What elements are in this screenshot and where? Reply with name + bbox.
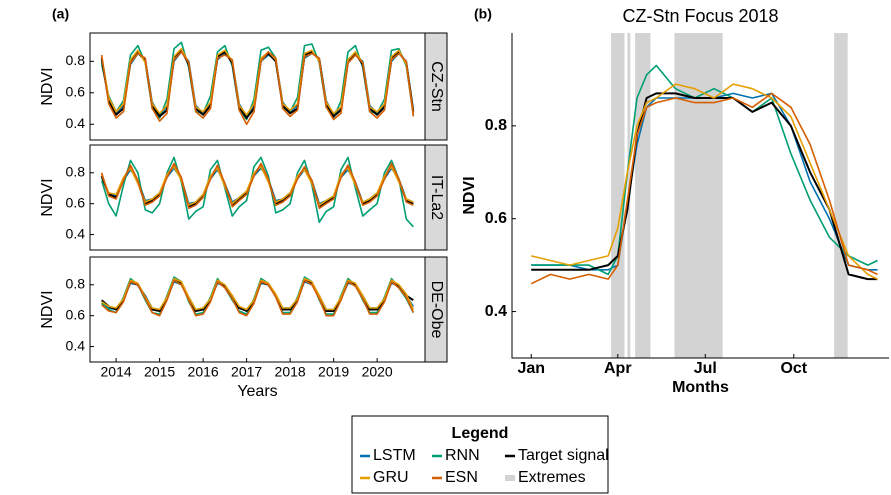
y-tick-label: 0.6 xyxy=(66,83,86,99)
legend-label: ESN xyxy=(445,469,478,486)
y-axis-label: NDVI xyxy=(39,178,56,216)
series-line xyxy=(100,167,414,205)
x-tick-label: Jan xyxy=(517,360,545,377)
y-axis-label: NDVI xyxy=(39,290,56,328)
legend-label: RNN xyxy=(445,447,480,464)
y-tick-label: 0.4 xyxy=(66,337,86,353)
legend-label: LSTM xyxy=(373,447,416,464)
legend-label: Target signal xyxy=(518,447,609,464)
extreme-band xyxy=(635,33,651,358)
x-tick-label: 2019 xyxy=(318,364,349,380)
y-tick-label: 0.8 xyxy=(66,163,86,179)
legend-label: Extremes xyxy=(518,469,586,486)
extreme-band xyxy=(834,33,848,358)
x-axis-label: Months xyxy=(672,379,729,396)
x-tick-label: Apr xyxy=(604,360,632,377)
strip xyxy=(424,144,448,251)
x-tick-label: 2020 xyxy=(362,364,393,380)
chart-title: CZ-Stn Focus 2018 xyxy=(622,6,778,26)
strip-label: IT-La2 xyxy=(428,175,445,220)
y-tick-label: 0.8 xyxy=(66,275,86,291)
y-tick-label: 0.4 xyxy=(66,225,86,241)
series-line xyxy=(530,92,878,285)
x-axis-label: Years xyxy=(237,383,277,400)
strip-label: DE-Obe xyxy=(428,281,445,339)
series-line xyxy=(100,51,415,126)
y-axis-label: NDVI xyxy=(39,67,56,105)
legend-box xyxy=(351,415,609,494)
panel-label: (a) xyxy=(52,6,69,22)
extreme-band xyxy=(611,33,625,358)
y-tick-label: 0.4 xyxy=(485,303,507,320)
extreme-band xyxy=(674,33,723,358)
legend-label: GRU xyxy=(373,469,409,486)
series-line xyxy=(531,92,878,281)
x-tick-label: 2017 xyxy=(231,364,262,380)
series-line xyxy=(531,83,878,280)
y-tick-label: 0.6 xyxy=(66,306,86,322)
y-tick-label: 0.4 xyxy=(66,115,86,131)
series-line xyxy=(100,156,414,228)
strip-label: CZ-Stn xyxy=(428,61,445,112)
x-tick-label: 2014 xyxy=(101,364,132,380)
y-tick-label: 0.6 xyxy=(485,210,507,227)
y-tick-label: 0.8 xyxy=(66,52,86,68)
y-axis-label: NDVI xyxy=(461,176,478,214)
series-line xyxy=(531,64,878,276)
panel-label: (b) xyxy=(474,6,492,22)
x-tick-label: 2015 xyxy=(144,364,175,380)
strip xyxy=(424,256,448,363)
series-line xyxy=(100,162,414,210)
legend-title: Legend xyxy=(452,425,509,442)
y-tick-label: 0.8 xyxy=(485,117,507,134)
series-line xyxy=(101,279,415,317)
strip xyxy=(424,32,448,141)
x-tick-label: 2018 xyxy=(275,364,306,380)
axes xyxy=(511,33,889,359)
x-tick-label: Jul xyxy=(694,360,717,377)
x-tick-label: 2016 xyxy=(188,364,219,380)
y-tick-label: 0.6 xyxy=(66,194,86,210)
x-tick-label: Oct xyxy=(780,360,807,377)
